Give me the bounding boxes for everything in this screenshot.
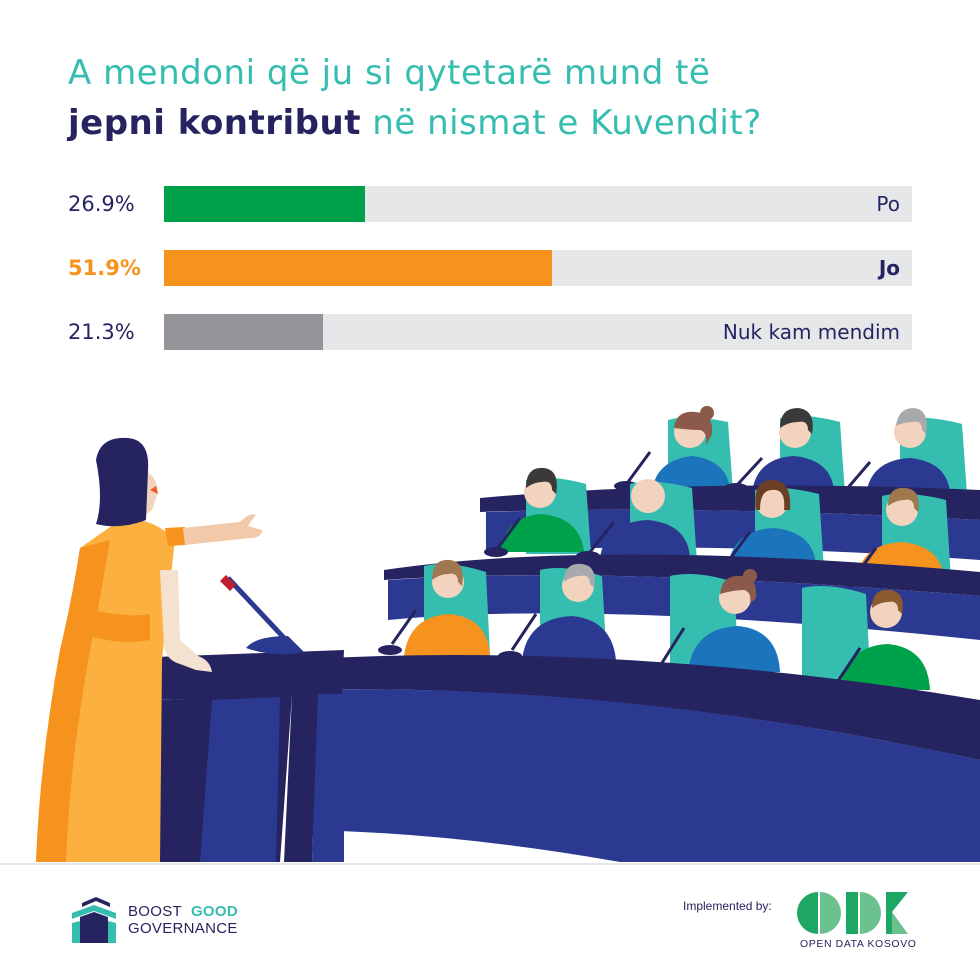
- bar-value-label: 21.3%: [68, 320, 135, 344]
- bar-value-label: 26.9%: [68, 192, 135, 216]
- bar-row-nuk-kam-mendim: 21.3% Nuk kam mendim: [0, 314, 980, 350]
- odk-logo-icon: [797, 892, 908, 934]
- bar-fill-nuk-kam-mendim: [164, 314, 324, 350]
- bar-fill-po: [164, 186, 366, 222]
- bar-track: Nuk kam mendim: [164, 314, 912, 350]
- bar-value-label: 51.9%: [68, 256, 141, 280]
- bar-row-jo: 51.9% Jo: [0, 250, 980, 286]
- chart-title: A mendoni që ju si qytetarë mund të jepn…: [68, 48, 928, 148]
- title-line-1: A mendoni që ju si qytetarë mund të: [68, 53, 711, 93]
- title-emphasis: jepni kontribut: [68, 103, 361, 143]
- bar-track: Jo: [164, 250, 912, 286]
- bar-category-label: Po: [876, 192, 900, 216]
- title-line-2: jepni kontribut në nismat e Kuvendit?: [68, 98, 928, 148]
- boost-good-governance-logo: BOOST GOOD GOVERNANCE: [70, 896, 238, 944]
- front-row: [290, 559, 980, 862]
- boost-good-governance-wordmark: BOOST GOOD GOVERNANCE: [128, 903, 238, 937]
- bar-category-label: Jo: [878, 256, 900, 280]
- logo-word-boost: BOOST: [128, 903, 183, 920]
- odk-subtitle: OPEN DATA KOSOVO: [800, 938, 917, 950]
- bar-row-po: 26.9% Po: [0, 186, 980, 222]
- title-line-2-rest: në nismat e Kuvendit?: [360, 103, 762, 143]
- podium: [155, 575, 344, 862]
- logo-word-governance: GOVERNANCE: [128, 920, 238, 937]
- implemented-by-label: Implemented by:: [683, 899, 772, 913]
- footer-divider: [0, 863, 980, 865]
- logo-word-good: GOOD: [190, 903, 238, 920]
- bar-fill-jo: [164, 250, 553, 286]
- building-logo-icon: [72, 897, 116, 943]
- bar-category-label: Nuk kam mendim: [722, 320, 900, 344]
- bar-track: Po: [164, 186, 912, 222]
- parliament-illustration: [36, 406, 980, 862]
- speaker: [36, 437, 262, 862]
